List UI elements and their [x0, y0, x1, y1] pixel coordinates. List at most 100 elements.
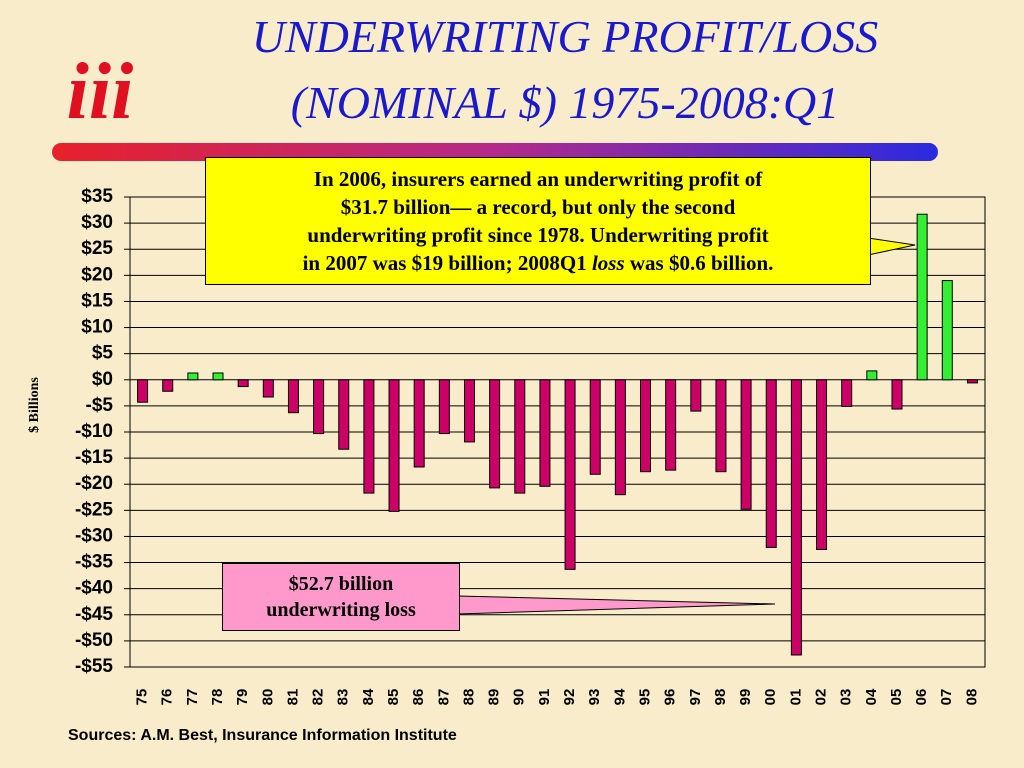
- bar: [941, 280, 953, 381]
- callout-line: $31.7 billion— a record, but only the se…: [340, 195, 736, 219]
- bar: [866, 370, 878, 381]
- y-tick-label: -$25: [75, 499, 113, 520]
- x-tick-label: 99: [737, 689, 754, 706]
- bar: [388, 379, 400, 512]
- x-tick-label: 92: [561, 689, 578, 706]
- bar: [966, 379, 978, 384]
- x-tick-label: 86: [410, 689, 427, 706]
- bar: [916, 213, 928, 381]
- y-tick-label: $35: [81, 186, 113, 207]
- bar: [162, 379, 174, 392]
- callout-text: in 2007 was $19 billion; 2008Q1: [302, 251, 592, 275]
- y-tick-label: $25: [81, 238, 113, 259]
- y-tick-label: $20: [81, 264, 113, 285]
- y-tick-label: -$10: [75, 421, 113, 442]
- y-tick-label: -$55: [75, 656, 113, 677]
- bar: [212, 372, 224, 381]
- x-tick-label: 83: [335, 689, 352, 706]
- x-tick-label: 81: [284, 689, 301, 706]
- bar: [313, 379, 325, 435]
- x-tick-label: 89: [486, 689, 503, 706]
- y-tick-label: -$40: [75, 578, 113, 599]
- x-tick-label: 87: [435, 689, 452, 706]
- callout: In 2006, insurers earned an underwriting…: [205, 157, 871, 285]
- bar: [589, 379, 601, 475]
- y-tick-label: -$5: [86, 395, 114, 416]
- note-pointer: [457, 595, 776, 615]
- x-tick-label: 97: [687, 689, 704, 706]
- callout-line: in 2007 was $19 billion; 2008Q1 loss was…: [206, 249, 870, 277]
- callout-emphasis: loss: [591, 251, 625, 275]
- x-tick-label: 88: [460, 689, 477, 706]
- bar: [287, 379, 299, 414]
- bar: [640, 379, 652, 473]
- x-tick-label: 94: [611, 688, 628, 705]
- bar: [137, 379, 149, 403]
- x-tick-label: 78: [209, 689, 226, 706]
- y-tick-label: -$15: [75, 447, 113, 468]
- x-tick-label: 00: [762, 689, 779, 706]
- x-tick-label: 85: [385, 689, 402, 706]
- bar: [740, 379, 752, 510]
- title-rule: [52, 143, 938, 161]
- y-tick-label: -$45: [75, 604, 113, 625]
- bar: [715, 379, 727, 473]
- y-tick-label: -$50: [75, 630, 113, 651]
- x-tick-label: 03: [838, 689, 855, 706]
- bar: [338, 379, 350, 450]
- x-tick-label: 04: [863, 688, 880, 705]
- x-tick-label: 98: [712, 689, 729, 706]
- x-tick-label: 02: [813, 689, 830, 706]
- bar: [665, 379, 677, 471]
- y-tick-label: $5: [92, 343, 114, 364]
- y-tick-label: -$20: [75, 473, 113, 494]
- x-tick-label: 07: [938, 689, 955, 706]
- callout-line: underwriting profit since 1978. Underwri…: [307, 223, 769, 247]
- callout-text: was $0.6 billion.: [624, 251, 774, 275]
- x-tick-label: 91: [536, 689, 553, 706]
- bar: [790, 379, 802, 656]
- chart-title: UNDERWRITING PROFIT/LOSS: [252, 11, 879, 62]
- bar: [690, 379, 702, 412]
- x-tick-label: 96: [662, 689, 679, 706]
- y-tick-label: -$30: [75, 525, 113, 546]
- bar: [413, 379, 425, 468]
- bar: [187, 372, 199, 381]
- bar: [489, 379, 501, 489]
- bar: [816, 379, 828, 550]
- x-tick-label: 90: [511, 689, 528, 706]
- x-tick-label: 93: [586, 689, 603, 706]
- note-line: $52.7 billion: [288, 573, 394, 595]
- y-tick-label: $15: [81, 290, 113, 311]
- bar: [891, 379, 903, 410]
- callout-pointer: [867, 237, 916, 256]
- x-tick-label: 05: [888, 689, 905, 706]
- bar: [765, 379, 777, 548]
- bar: [262, 379, 274, 398]
- x-tick-label: 82: [310, 689, 327, 706]
- x-tick-label: 01: [787, 689, 804, 706]
- y-tick-label: $30: [81, 212, 113, 233]
- note-line: underwriting loss: [266, 599, 416, 621]
- x-tick-label: 75: [134, 689, 151, 706]
- bar: [614, 379, 626, 496]
- bar: [841, 379, 853, 407]
- y-tick-label: $0: [92, 369, 113, 390]
- loss-note: $52.7 billion underwriting loss: [222, 563, 460, 631]
- x-tick-label: 76: [159, 689, 176, 706]
- y-axis-label: $ Billions: [27, 377, 42, 433]
- x-tick-label: 95: [636, 689, 653, 706]
- callout-line: In 2006, insurers earned an underwriting…: [313, 167, 763, 191]
- y-tick-label: -$35: [75, 552, 113, 573]
- bar: [438, 379, 450, 435]
- source: Sources: A.M. Best, Insurance Informatio…: [68, 727, 457, 744]
- bar: [363, 379, 375, 494]
- bar: [539, 379, 551, 487]
- y-tick-label: $10: [81, 317, 113, 338]
- chart-title: (NOMINAL $) 1975-2008:Q1: [291, 77, 840, 128]
- logo: iii: [67, 48, 134, 136]
- bar: [463, 379, 475, 443]
- x-tick-label: 80: [259, 689, 276, 706]
